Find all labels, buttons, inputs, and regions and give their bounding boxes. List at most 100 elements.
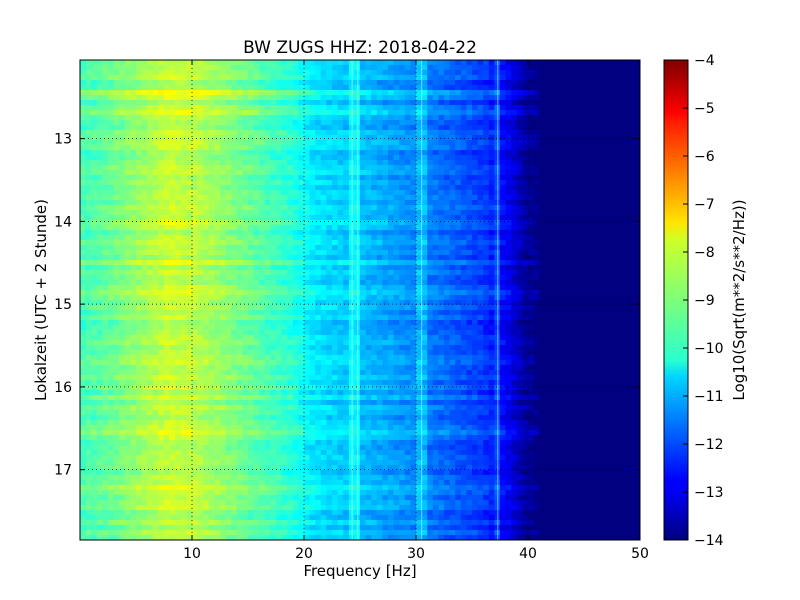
heatmap-cell: [225, 265, 232, 271]
heatmap-cell: [444, 245, 451, 251]
heatmap-cell: [119, 175, 126, 181]
heatmap-cell: [438, 285, 445, 291]
heatmap-cell: [472, 70, 479, 76]
heatmap-cell: [225, 130, 232, 136]
heatmap-cell: [539, 125, 546, 131]
heatmap-cell: [180, 125, 187, 131]
heatmap-cell: [449, 280, 456, 286]
heatmap-cell: [589, 95, 596, 101]
heatmap-cell: [556, 295, 563, 301]
heatmap-cell: [427, 300, 434, 306]
heatmap-cell: [533, 80, 540, 86]
heatmap-cell: [253, 150, 260, 156]
heatmap-cell: [309, 180, 316, 186]
heatmap-cell: [561, 85, 568, 91]
heatmap-cell: [281, 145, 288, 151]
heatmap-cell: [320, 165, 327, 171]
heatmap-cell: [203, 250, 210, 256]
heatmap-cell: [522, 265, 529, 271]
heatmap-cell: [192, 85, 199, 91]
heatmap-cell: [628, 250, 635, 256]
heatmap-cell: [102, 290, 109, 296]
heatmap-cell: [360, 140, 367, 146]
heatmap-cell: [343, 190, 350, 196]
heatmap-cell: [460, 305, 467, 311]
heatmap-cell: [606, 170, 613, 176]
heatmap-cell: [634, 255, 640, 261]
heatmap-cell: [578, 245, 585, 251]
heatmap-cell: [432, 230, 439, 236]
heatmap-cell: [472, 245, 479, 251]
heatmap-cell: [388, 105, 395, 111]
heatmap-cell: [354, 125, 361, 131]
heatmap-cell: [421, 70, 428, 76]
heatmap-cell: [449, 100, 456, 106]
heatmap-cell: [449, 215, 456, 221]
heatmap-cell: [371, 210, 378, 216]
heatmap-cell: [292, 270, 299, 276]
heatmap-cell: [539, 240, 546, 246]
heatmap-cell: [208, 190, 215, 196]
heatmap-cell: [231, 235, 238, 241]
heatmap-cell: [298, 155, 305, 161]
heatmap-cell: [444, 195, 451, 201]
heatmap-cell: [309, 240, 316, 246]
heatmap-cell: [399, 60, 406, 66]
heatmap-cell: [505, 185, 512, 191]
heatmap-cell: [225, 240, 232, 246]
heatmap-cell: [427, 245, 434, 251]
heatmap-cell: [550, 200, 557, 206]
heatmap-cell: [511, 170, 518, 176]
heatmap-cell: [628, 260, 635, 266]
heatmap-cell: [404, 280, 411, 286]
heatmap-cell: [102, 240, 109, 246]
heatmap-cell: [477, 145, 484, 151]
heatmap-cell: [242, 160, 249, 166]
heatmap-cell: [528, 135, 535, 141]
heatmap-cell: [96, 270, 103, 276]
heatmap-cell: [578, 100, 585, 106]
heatmap-cell: [404, 85, 411, 91]
heatmap-cell: [253, 220, 260, 226]
heatmap-cell: [141, 260, 148, 266]
heatmap-cell: [102, 185, 109, 191]
heatmap-cell: [466, 155, 473, 161]
heatmap-cell: [556, 195, 563, 201]
heatmap-cell: [455, 65, 462, 71]
heatmap-cell: [561, 230, 568, 236]
heatmap-cell: [236, 185, 243, 191]
heatmap-cell: [460, 70, 467, 76]
heatmap-cell: [371, 220, 378, 226]
heatmap-cell: [438, 165, 445, 171]
heatmap-cell: [360, 185, 367, 191]
heatmap-cell: [600, 220, 607, 226]
heatmap-cell: [432, 120, 439, 126]
heatmap-cell: [533, 175, 540, 181]
heatmap-cell: [326, 60, 333, 66]
heatmap-cell: [332, 230, 339, 236]
heatmap-cell: [147, 250, 154, 256]
heatmap-cell: [388, 255, 395, 261]
heatmap-cell: [348, 115, 355, 121]
heatmap-cell: [427, 220, 434, 226]
heatmap-cell: [326, 70, 333, 76]
heatmap-cell: [438, 85, 445, 91]
heatmap-cell: [500, 215, 507, 221]
heatmap-cell: [444, 215, 451, 221]
heatmap-cell: [371, 175, 378, 181]
heatmap-cell: [432, 220, 439, 226]
heatmap-cell: [85, 130, 92, 136]
heatmap-cell: [141, 300, 148, 306]
heatmap-cell: [136, 275, 143, 281]
heatmap-cell: [421, 85, 428, 91]
heatmap-cell: [483, 60, 490, 66]
heatmap-cell: [270, 115, 277, 121]
heatmap-cell: [544, 135, 551, 141]
heatmap-cell: [113, 280, 120, 286]
heatmap-cell: [231, 100, 238, 106]
heatmap-cell: [455, 100, 462, 106]
heatmap-cell: [242, 135, 249, 141]
heatmap-cell: [410, 75, 417, 81]
heatmap-cell: [281, 205, 288, 211]
heatmap-cell: [197, 120, 204, 126]
